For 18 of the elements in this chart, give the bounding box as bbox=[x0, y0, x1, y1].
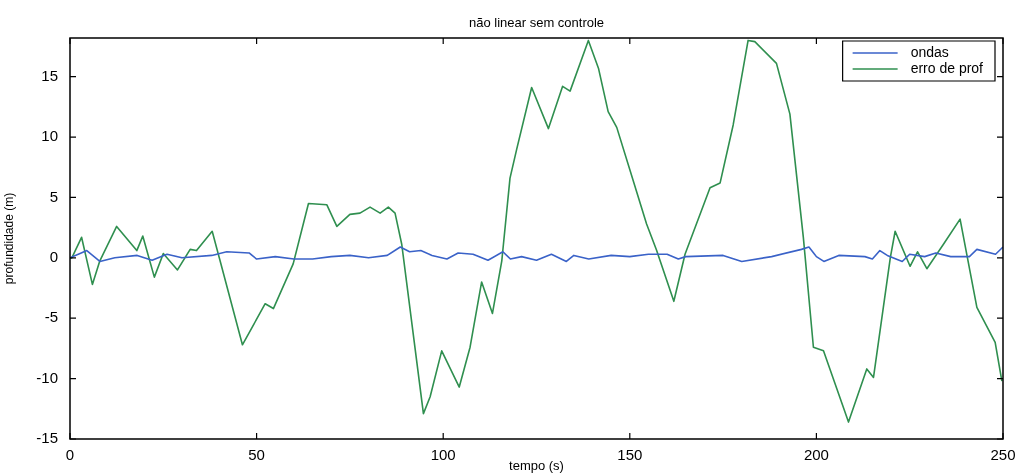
legend-label: erro de prof bbox=[910, 59, 984, 76]
y-tick-label: 10 bbox=[41, 127, 58, 145]
y-tick-label: -5 bbox=[44, 308, 58, 326]
y-tick-label: -15 bbox=[36, 429, 58, 447]
x-axis-title: tempo (s) bbox=[509, 457, 564, 473]
x-tick-label: 0 bbox=[65, 446, 75, 464]
y-tick-label: -10 bbox=[36, 368, 58, 386]
x-tick-label: 50 bbox=[248, 446, 265, 464]
y-tick-label: 15 bbox=[41, 66, 58, 84]
x-tick-label: 200 bbox=[803, 446, 829, 464]
x-tick-label: 250 bbox=[990, 446, 1016, 464]
y-tick-label: 5 bbox=[49, 187, 58, 205]
y-tick-label: 0 bbox=[49, 247, 58, 265]
x-tick-label: 100 bbox=[430, 446, 456, 464]
y-axis-title: profundidade (m) bbox=[1, 192, 16, 285]
chart-title: não linear sem controle bbox=[468, 15, 605, 31]
legend-label: ondas bbox=[910, 43, 949, 60]
x-tick-label: 150 bbox=[617, 446, 643, 464]
